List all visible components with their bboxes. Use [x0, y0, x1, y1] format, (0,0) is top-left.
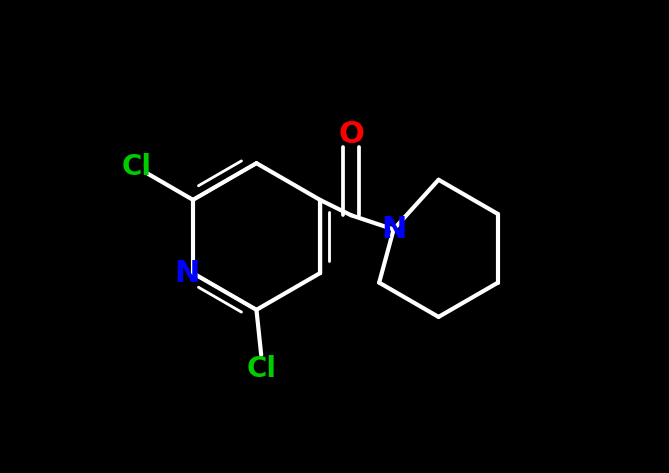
Text: O: O: [338, 120, 364, 149]
Text: N: N: [175, 259, 200, 288]
Text: Cl: Cl: [121, 153, 151, 181]
Text: N: N: [381, 215, 406, 244]
Text: Cl: Cl: [246, 355, 276, 383]
